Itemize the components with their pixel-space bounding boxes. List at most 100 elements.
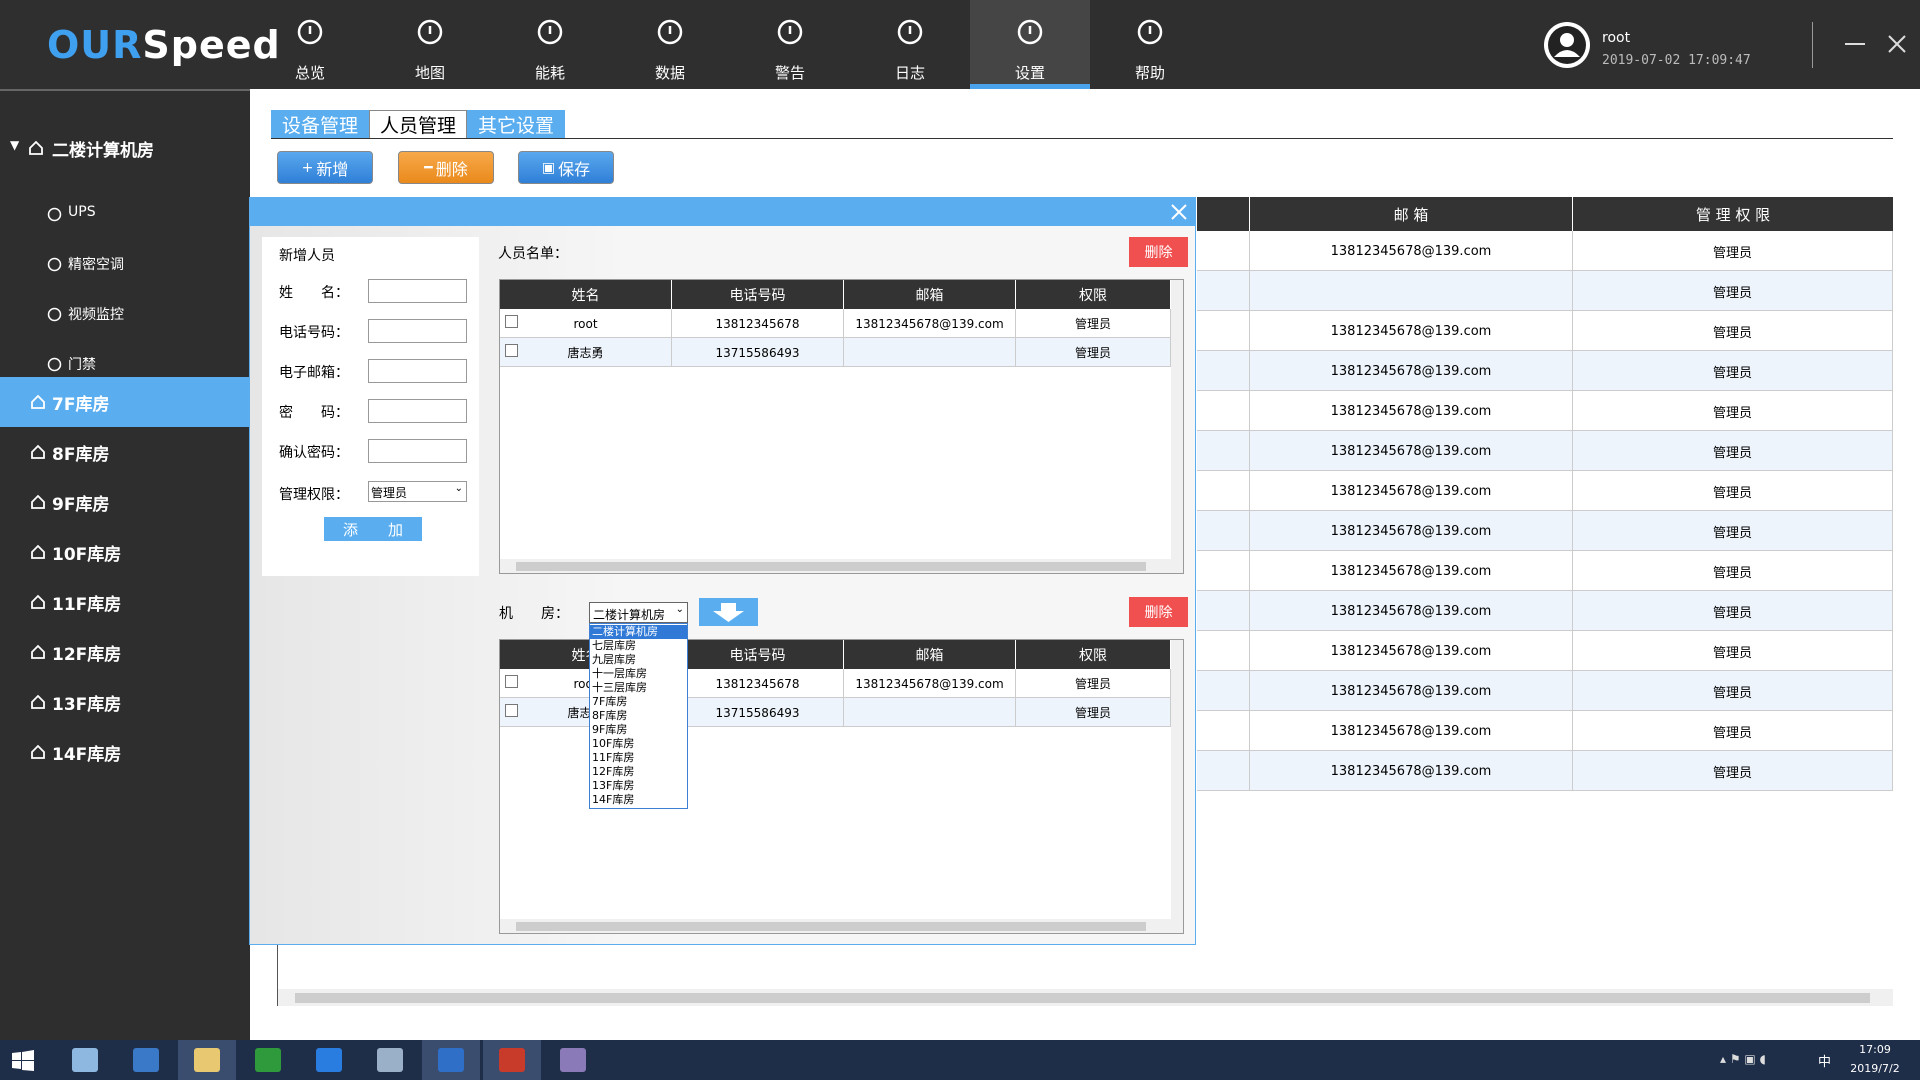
ime-indicator[interactable]: 中: [1818, 1055, 1832, 1070]
toolbar-button[interactable]: ━ 删除: [398, 151, 494, 184]
room-dropdown[interactable]: 二楼计算机房 七层库房 九层库房 十一层库房 十三层库房 7F库房 8F库房 9F库房 10F库…: [589, 623, 688, 809]
room-label: 9F库房: [52, 495, 110, 515]
nav-item[interactable]: 地图: [370, 0, 490, 89]
app-icon: [560, 1048, 586, 1072]
nav-label: 地图: [414, 63, 445, 82]
room-item[interactable]: 8F库房: [0, 427, 250, 477]
taskbar-app[interactable]: [544, 1040, 602, 1080]
room-option[interactable]: 10F库房: [592, 737, 635, 750]
house-icon: [30, 394, 46, 410]
nav-icon: [896, 18, 924, 46]
delete-button[interactable]: 删除: [1129, 237, 1188, 267]
column-header: 邮箱: [844, 280, 1016, 309]
h-scroll-thumb[interactable]: [516, 922, 1146, 931]
menu-child[interactable]: 视频监控: [0, 289, 250, 339]
taskbar-app[interactable]: [483, 1040, 541, 1080]
room-option[interactable]: 13F库房: [592, 779, 635, 792]
divider: [1812, 22, 1813, 68]
h-scroll-thumb[interactable]: [295, 993, 1870, 1003]
checkbox[interactable]: [505, 675, 518, 688]
toolbar-button[interactable]: ▣ 保存: [518, 151, 614, 184]
email-cell: 13812345678@139.com: [1249, 631, 1572, 671]
datetime: 2019-07-02 17:09:47: [1602, 53, 1751, 68]
taskbar-app[interactable]: [178, 1040, 236, 1080]
role-select[interactable]: 管理员 ⌄: [368, 481, 467, 502]
minimize[interactable]: [1845, 43, 1865, 45]
room-item[interactable]: 14F库房: [0, 727, 250, 777]
menu-child[interactable]: 精密空调: [0, 239, 250, 289]
checkbox[interactable]: [505, 344, 518, 357]
room-option[interactable]: 7F库房: [592, 695, 628, 708]
room-label: 14F库房: [52, 745, 122, 765]
text-input[interactable]: [368, 439, 467, 463]
room-option[interactable]: 十一层库房: [592, 667, 647, 680]
menu-child-label: UPS: [68, 204, 96, 220]
menu-child-label: 精密空调: [68, 257, 124, 273]
v-scrollbar[interactable]: [1171, 280, 1183, 573]
text-input[interactable]: [368, 399, 467, 423]
room-option[interactable]: 九层库房: [592, 653, 636, 666]
room-item[interactable]: 11F库房: [0, 577, 250, 627]
taskbar-app[interactable]: [300, 1040, 358, 1080]
menu-child[interactable]: 门禁: [0, 339, 250, 389]
taskbar-app[interactable]: [117, 1040, 175, 1080]
room-option[interactable]: 9F库房: [592, 723, 628, 736]
email-cell: 13812345678@139.com: [1249, 511, 1572, 551]
room-select[interactable]: 二楼计算机房 ⌄: [589, 602, 688, 623]
room-item[interactable]: 9F库房: [0, 477, 250, 527]
text-input[interactable]: [368, 319, 467, 343]
checkbox[interactable]: [505, 704, 518, 717]
room-option[interactable]: 12F库房: [592, 765, 635, 778]
checkbox[interactable]: [505, 315, 518, 328]
role-select-value: 管理员: [371, 486, 408, 500]
logo-b: Speed: [142, 23, 281, 67]
taskbar-app[interactable]: [361, 1040, 419, 1080]
add-button[interactable]: 添 加: [324, 517, 422, 541]
nav-item[interactable]: 总览: [250, 0, 370, 89]
nav-item[interactable]: 日志: [850, 0, 970, 89]
nav-label: 能耗: [534, 63, 565, 82]
toolbar-button[interactable]: + 新增: [277, 151, 373, 184]
room-option[interactable]: 十三层库房: [592, 681, 647, 694]
room-item[interactable]: 10F库房: [0, 527, 250, 577]
delete-button[interactable]: 删除: [1129, 597, 1188, 627]
tab[interactable]: 设备管理: [271, 110, 369, 138]
h-scroll-thumb[interactable]: [516, 562, 1146, 571]
table-row: [1197, 351, 1893, 391]
table-row: [1197, 431, 1893, 471]
room-label: 机 房：: [499, 606, 569, 622]
group-label[interactable]: 二楼计算机房: [52, 141, 154, 161]
nav-item[interactable]: 数据: [610, 0, 730, 89]
room-option[interactable]: 14F库房: [592, 793, 635, 806]
nav-item[interactable]: 帮助: [1090, 0, 1210, 89]
tab[interactable]: 其它设置: [467, 110, 565, 138]
text-input[interactable]: [368, 359, 467, 383]
move-down-button: [699, 598, 758, 626]
menu-child[interactable]: UPS: [0, 189, 250, 239]
email-cell: 13812345678@139.com: [1249, 351, 1572, 391]
nav-item[interactable]: 警告: [730, 0, 850, 89]
nav-item[interactable]: 设置: [970, 0, 1090, 89]
nav-item[interactable]: 能耗: [490, 0, 610, 89]
table-row: [500, 338, 1171, 367]
table-cell: [844, 338, 1016, 367]
room-option[interactable]: 11F库房: [592, 751, 635, 764]
v-scrollbar[interactable]: [1171, 640, 1183, 933]
room-option[interactable]: 七层库房: [592, 639, 636, 652]
column-header: 权限: [1016, 640, 1171, 669]
field-label: 电话号码：: [279, 325, 349, 341]
room-label: 10F库房: [52, 545, 122, 565]
room-item[interactable]: 7F库房: [0, 377, 250, 427]
button-icon: ▣: [541, 159, 556, 176]
text-input[interactable]: [368, 279, 467, 303]
taskbar-app[interactable]: [422, 1040, 480, 1080]
taskbar-app[interactable]: [239, 1040, 297, 1080]
tab[interactable]: 人员管理: [369, 110, 467, 138]
room-item[interactable]: 13F库房: [0, 677, 250, 727]
room-option[interactable]: 8F库房: [592, 709, 628, 722]
room-option[interactable]: 二楼计算机房: [590, 625, 687, 639]
taskbar-app[interactable]: [56, 1040, 114, 1080]
table-row: [1197, 391, 1893, 431]
dialog-titlebar: [250, 198, 1195, 226]
room-item[interactable]: 12F库房: [0, 627, 250, 677]
